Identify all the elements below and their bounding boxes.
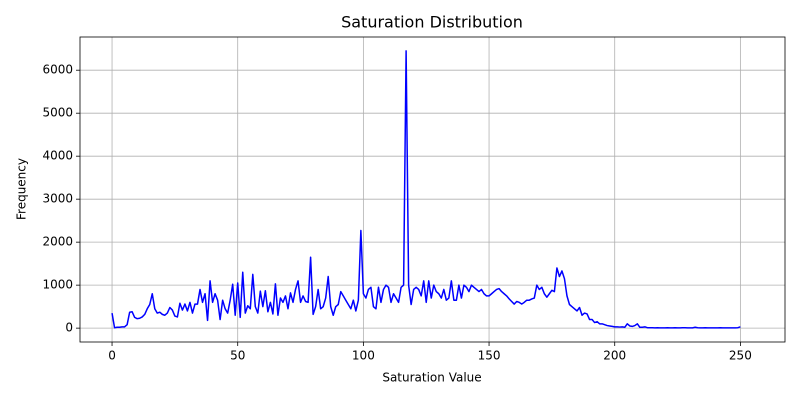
y-tick-label: 4000 xyxy=(42,149,73,163)
axes-frame xyxy=(79,36,786,343)
y-tick-label: 2000 xyxy=(42,235,73,249)
x-tick-label: 100 xyxy=(352,349,375,363)
plot-area xyxy=(111,50,741,329)
x-axis-label: Saturation Value xyxy=(382,371,481,385)
grid xyxy=(80,37,785,342)
x-tick-label: 0 xyxy=(108,349,116,363)
x-tick-label: 250 xyxy=(729,349,752,363)
x-tick-label: 150 xyxy=(478,349,501,363)
y-tick-label: 0 xyxy=(65,321,73,335)
y-tick-label: 1000 xyxy=(42,278,73,292)
y-tick-label: 5000 xyxy=(42,106,73,120)
y-tick-label: 3000 xyxy=(42,192,73,206)
y-axis-label: Frequency xyxy=(15,158,29,220)
y-tick-label: 6000 xyxy=(42,63,73,77)
x-tick-label: 200 xyxy=(603,349,626,363)
data-line xyxy=(111,50,741,329)
x-tick-label: 50 xyxy=(230,349,245,363)
chart-title: Saturation Distribution xyxy=(341,13,523,32)
